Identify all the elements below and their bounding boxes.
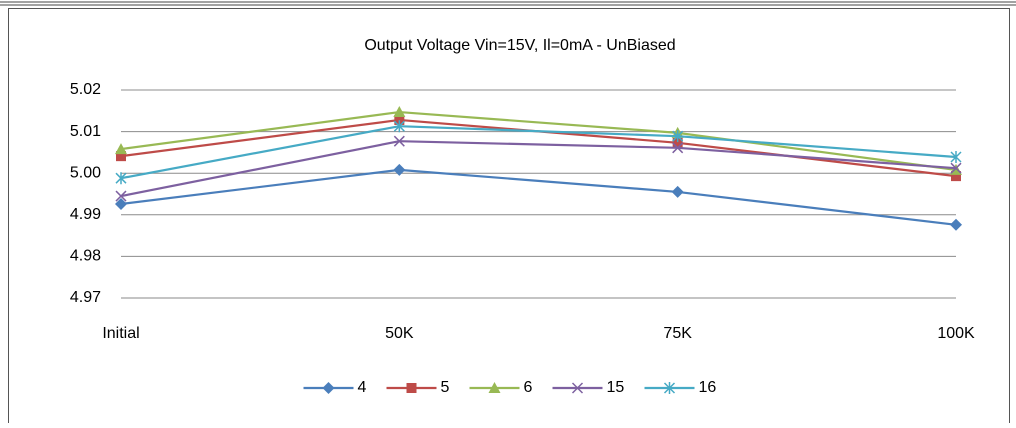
marker [950, 162, 962, 174]
y-tick-label: 4.97 [70, 289, 101, 306]
x-tick-label: 100K [937, 325, 975, 342]
legend-label: 4 [358, 379, 367, 396]
marker [950, 150, 962, 163]
legend-marker [571, 382, 584, 394]
y-tick-label: 5.02 [70, 81, 101, 98]
legend-label: 6 [524, 379, 533, 396]
marker [116, 151, 126, 162]
marker [115, 172, 127, 185]
legend-label: 15 [607, 379, 625, 396]
marker [393, 135, 405, 147]
marker [393, 120, 405, 133]
series-line [120, 140, 957, 198]
marker [115, 190, 127, 202]
series-line [120, 125, 957, 180]
marker [393, 163, 406, 176]
x-tick-label: 75K [663, 325, 692, 342]
marker [115, 197, 127, 210]
legend-label: 5 [441, 379, 450, 396]
marker [951, 171, 961, 182]
series-line [120, 110, 957, 171]
series-line [120, 168, 957, 226]
marker [115, 143, 127, 155]
marker [394, 114, 405, 125]
y-tick-label: 4.99 [70, 206, 101, 223]
marker [672, 142, 684, 154]
x-tick-label: Initial [102, 325, 139, 342]
legend-marker [406, 383, 417, 393]
legend-marker [663, 382, 676, 394]
marker [393, 106, 406, 118]
legend-marker [488, 382, 501, 393]
y-tick-label: 5.01 [70, 123, 101, 140]
marker [950, 218, 962, 231]
y-tick-label: 4.98 [70, 248, 101, 265]
chart-border [8, 8, 1010, 428]
y-tick-label: 5.00 [70, 164, 101, 181]
chart-title: Output Voltage Vin=15V, Il=0mA - UnBiase… [364, 37, 675, 54]
legend-marker [322, 382, 335, 394]
marker [672, 130, 684, 143]
legend-label: 16 [699, 379, 717, 396]
marker [672, 137, 683, 148]
marker [671, 185, 684, 198]
x-tick-label: 50K [385, 325, 414, 342]
